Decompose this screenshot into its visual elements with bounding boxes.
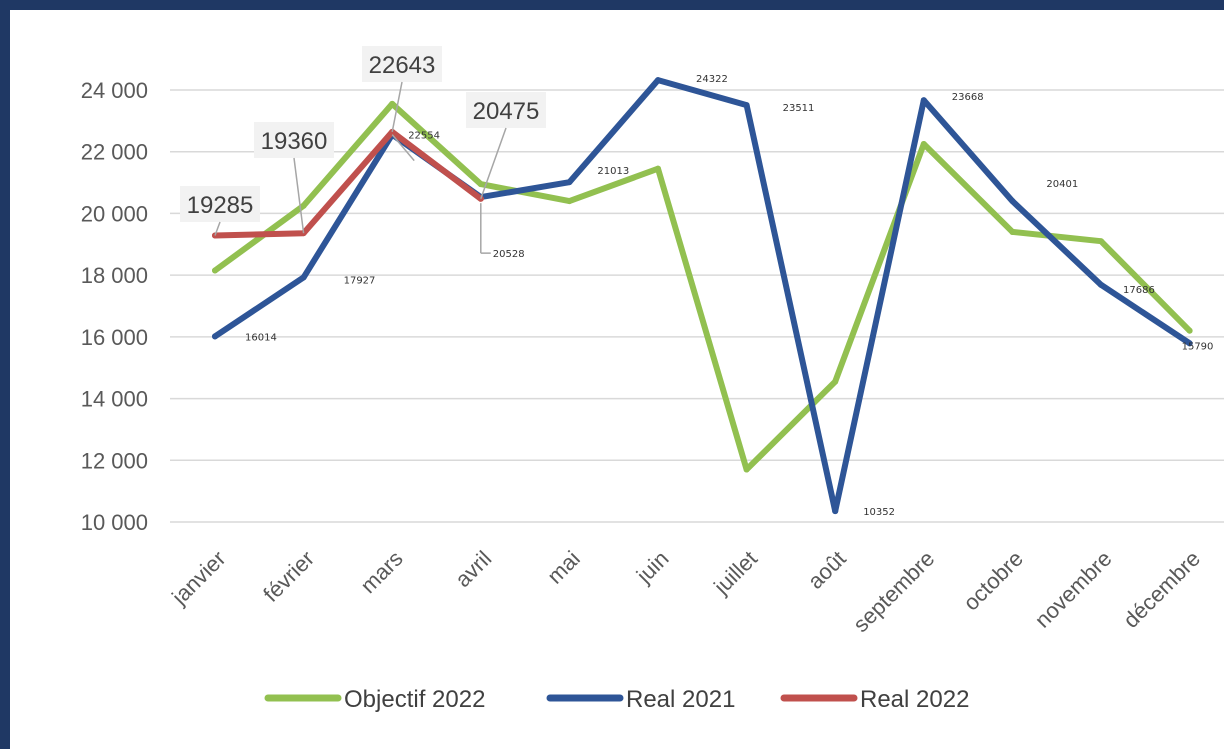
y-tick-label: 18 000 [81,263,148,288]
x-tick-label: mai [542,546,585,589]
data-label-real-2022: 20475 [473,98,540,125]
x-tick-label: mars [355,546,407,598]
data-point-objectif-2022 [389,100,396,107]
data-label-box-real-2022 [466,92,546,128]
data-point-objectif-2022 [212,267,218,274]
x-tick-label: septembre [848,546,939,637]
data-label-real-2021: 21013 [597,166,629,177]
x-tick-label: octobre [958,546,1028,616]
data-point-real-2021 [566,179,573,186]
data-label-real-2021: 22554 [408,131,440,142]
data-point-real-2021 [743,102,750,109]
series-line-real-2021 [212,77,1193,515]
legend-label-objectif-2022: Objectif 2022 [344,686,485,713]
y-tick-label: 12 000 [81,448,148,473]
y-tick-label: 14 000 [81,387,148,412]
y-tick-label: 16 000 [81,325,148,350]
x-tick-label: juin [631,546,674,589]
series-line-real-2022 [212,128,484,239]
data-label-real-2021: 16014 [245,332,277,343]
legend-label-real-2022: Real 2022 [860,686,969,713]
data-label-real-2021: 10352 [863,507,895,518]
x-tick-label: juillet [708,546,762,600]
line-chart: 10 000 12 000 14 000 16 000 18 000 20 000 22 0… [81,46,1224,713]
data-point-objectif-2022 [920,141,927,147]
data-point-objectif-2022 [832,378,839,385]
data-point-objectif-2022 [1186,327,1193,334]
leader-line [293,157,305,234]
data-point-real-2021 [1098,281,1104,288]
data-label-box-real-2022 [362,46,442,82]
data-point-real-2021 [832,508,839,515]
data-label-real-2021: 17686 [1123,285,1155,296]
data-point-objectif-2022 [1009,228,1016,235]
data-label-real-2022: 22643 [369,52,436,79]
y-tick-label: 24 000 [81,78,148,103]
data-point-objectif-2022 [1098,238,1104,245]
data-point-objectif-2022 [300,202,307,209]
data-point-real-2021 [1186,340,1193,347]
data-point-real-2021 [655,77,661,84]
data-label-real-2021: 23668 [952,92,984,103]
data-point-real-2021 [212,333,218,340]
y-tick-label: 10 000 [81,510,148,535]
leader-line [480,127,507,200]
data-label-real-2021: 24322 [696,74,728,85]
x-tick-label: août [803,546,851,594]
data-point-real-2021 [300,274,307,281]
x-tick-label: décembre [1118,546,1205,633]
data-label-real-2021: 23511 [783,103,815,114]
data-label-real-2022: 19360 [261,128,328,155]
data-point-objectif-2022 [477,181,484,188]
leader-line [391,81,403,133]
data-point-real-2021 [1009,198,1016,205]
data-label-real-2022: 19285 [187,192,254,219]
series-line-objectif-2022 [212,100,1193,473]
data-label-real-2021: 15790 [1182,341,1214,352]
x-tick-label: avril [450,546,496,592]
x-tick-label: janvier [166,546,230,610]
data-point-objectif-2022 [743,466,750,473]
leader-line [214,221,221,236]
data-point-objectif-2022 [655,165,661,172]
y-tick-label: 20 000 [81,201,148,226]
data-label-real-2021: 20528 [493,249,525,260]
x-tick-label: février [258,546,319,607]
data-label-box-real-2022 [180,186,260,222]
y-tick-label: 22 000 [81,140,148,165]
data-label-real-2021: 20401 [1046,179,1078,190]
data-label-box-real-2022 [254,122,334,158]
leader-line [391,134,415,162]
chart-frame: 10 000 12 000 14 000 16 000 18 000 20 000 22 0… [10,10,1224,749]
data-point-real-2021 [920,97,927,104]
data-point-objectif-2022 [566,198,573,205]
legend-label-real-2021: Real 2021 [626,686,735,713]
data-label-real-2021: 17927 [344,275,376,286]
x-tick-label: novembre [1030,546,1117,633]
